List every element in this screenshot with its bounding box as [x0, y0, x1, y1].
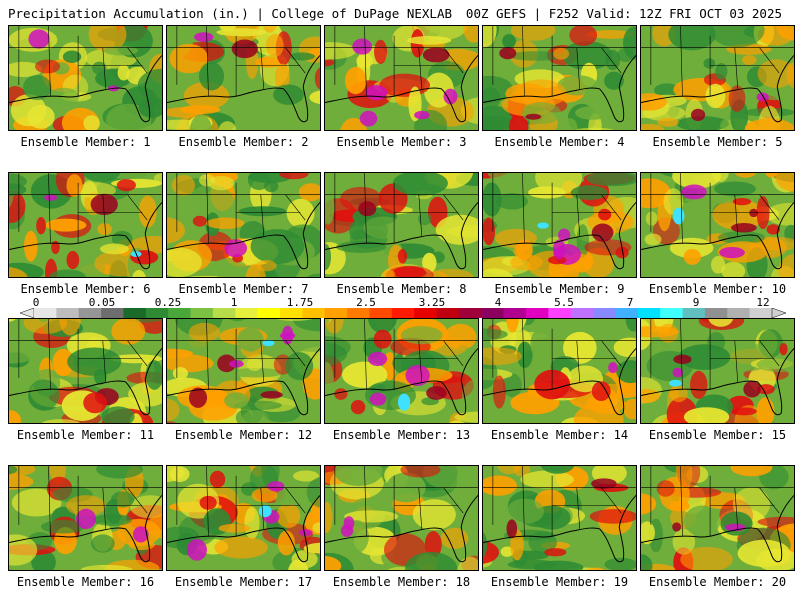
colorbar-swatch — [570, 308, 594, 318]
ensemble-member-map — [324, 172, 479, 278]
ensemble-member-map — [324, 318, 479, 424]
colorbar-swatch — [168, 308, 191, 318]
run-valid-time: 00Z GEFS | F252 Valid: 12Z FRI OCT 03 20… — [465, 6, 782, 21]
ensemble-member-label: Ensemble Member: 17 — [174, 575, 313, 589]
colorbar-swatch — [369, 308, 393, 318]
ensemble-member-map — [324, 25, 479, 131]
ensemble-member-label: Ensemble Member: 20 — [648, 575, 787, 589]
ensemble-member-label: Ensemble Member: 6 — [20, 282, 151, 296]
colorbar-swatch — [704, 308, 728, 318]
ensemble-member-map — [8, 318, 163, 424]
ensemble-member-map — [166, 25, 321, 131]
ensemble-member-map — [166, 172, 321, 278]
colorbar-tick-label: 0.05 — [88, 296, 116, 309]
colorbar-tick-label: 4 — [494, 296, 502, 309]
colorbar-swatch — [324, 308, 348, 318]
colorbar-swatch — [145, 308, 169, 318]
ensemble-member-label: Ensemble Member: 19 — [490, 575, 629, 589]
ensemble-member-map — [8, 465, 163, 571]
colorbar-swatch — [481, 308, 504, 318]
colorbar-swatch — [414, 308, 437, 318]
ensemble-member-map — [8, 172, 163, 278]
chart-title: Precipitation Accumulation (in.) | Colle… — [8, 6, 453, 21]
ensemble-member-label: Ensemble Member: 12 — [174, 428, 313, 442]
colorbar-swatch — [727, 308, 750, 318]
ensemble-member-label: Ensemble Member: 16 — [16, 575, 155, 589]
colorbar-tick-label: 2.5 — [356, 296, 376, 309]
colorbar-swatch — [526, 308, 549, 318]
colorbar-swatch — [436, 308, 460, 318]
colorbar-swatch — [660, 308, 683, 318]
ensemble-member-label: Ensemble Member: 11 — [16, 428, 155, 442]
colorbar-tick-label: 7 — [626, 296, 634, 309]
ensemble-member-map — [640, 465, 795, 571]
ensemble-member-label: Ensemble Member: 15 — [648, 428, 787, 442]
ensemble-member-label: Ensemble Member: 4 — [494, 135, 625, 149]
colorbar-swatch — [637, 308, 661, 318]
colorbar-swatch — [212, 308, 236, 318]
ensemble-member-map — [640, 25, 795, 131]
colorbar-tick-label: 1 — [230, 296, 238, 309]
colorbar-swatch — [548, 308, 572, 318]
colorbar-max-arrow — [771, 308, 786, 318]
colorbar-min-arrow — [20, 308, 35, 318]
colorbar-swatch — [235, 308, 258, 318]
colorbar-swatch — [34, 308, 57, 318]
colorbar-swatch — [78, 308, 102, 318]
ensemble-member-map — [482, 465, 637, 571]
ensemble-member-map — [482, 318, 637, 424]
ensemble-member-label: Ensemble Member: 18 — [332, 575, 471, 589]
colorbar-swatch — [749, 308, 773, 318]
ensemble-member-label: Ensemble Member: 3 — [336, 135, 467, 149]
colorbar-swatch — [503, 308, 527, 318]
ensemble-member-label: Ensemble Member: 2 — [178, 135, 309, 149]
colorbar-swatch — [123, 308, 147, 318]
ensemble-member-map — [166, 465, 321, 571]
colorbar-tick-label: 0 — [32, 296, 40, 309]
colorbar-swatch — [615, 308, 639, 318]
ensemble-member-map — [640, 318, 795, 424]
colorbar-swatch — [56, 308, 80, 318]
ensemble-member-map — [640, 172, 795, 278]
colorbar-swatch — [391, 308, 415, 318]
colorbar-swatch — [280, 308, 303, 318]
colorbar-swatch — [458, 308, 482, 318]
colorbar-tick-label: 12 — [756, 296, 770, 309]
ensemble-member-label: Ensemble Member: 10 — [648, 282, 787, 296]
colorbar-swatch — [347, 308, 370, 318]
colorbar-swatch — [101, 308, 124, 318]
colorbar-swatch — [593, 308, 616, 318]
ensemble-member-label: Ensemble Member: 14 — [490, 428, 629, 442]
precip-colorbar — [20, 308, 786, 318]
ensemble-member-label: Ensemble Member: 9 — [494, 282, 625, 296]
colorbar-swatch — [682, 308, 706, 318]
ensemble-member-map — [324, 465, 479, 571]
ensemble-member-map — [482, 172, 637, 278]
ensemble-member-map — [166, 318, 321, 424]
ensemble-member-label: Ensemble Member: 7 — [178, 282, 309, 296]
ensemble-member-map — [8, 25, 163, 131]
colorbar-tick-label: 1.75 — [286, 296, 314, 309]
colorbar-swatch — [257, 308, 281, 318]
colorbar-swatch — [302, 308, 326, 318]
ensemble-member-label: Ensemble Member: 1 — [20, 135, 151, 149]
ensemble-member-label: Ensemble Member: 13 — [332, 428, 471, 442]
ensemble-member-map — [482, 25, 637, 131]
colorbar-tick-label: 0.25 — [154, 296, 182, 309]
colorbar-tick-label: 5.5 — [554, 296, 574, 309]
colorbar-tick-label: 3.25 — [418, 296, 446, 309]
colorbar-tick-label: 9 — [692, 296, 700, 309]
ensemble-member-label: Ensemble Member: 5 — [652, 135, 783, 149]
colorbar-swatch — [190, 308, 214, 318]
ensemble-member-label: Ensemble Member: 8 — [336, 282, 467, 296]
